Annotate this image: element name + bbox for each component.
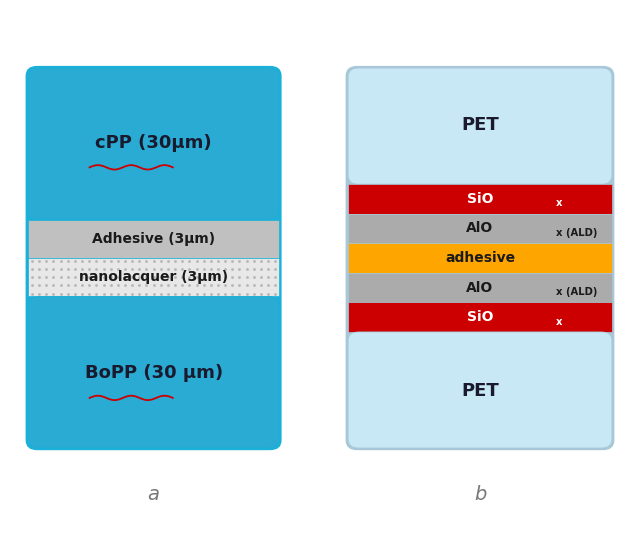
Text: Adhesive (3μm): Adhesive (3μm): [92, 232, 215, 246]
Bar: [28, 258, 279, 296]
Text: x (ALD): x (ALD): [556, 228, 598, 238]
FancyBboxPatch shape: [28, 68, 279, 220]
FancyBboxPatch shape: [28, 296, 279, 448]
Text: x: x: [556, 317, 563, 327]
Text: SiO: SiO: [467, 310, 493, 324]
Text: x (ALD): x (ALD): [556, 287, 598, 297]
FancyBboxPatch shape: [26, 66, 282, 450]
Text: cPP (30μm): cPP (30μm): [95, 134, 212, 152]
FancyBboxPatch shape: [348, 332, 612, 448]
Text: nanolacquer (3μm): nanolacquer (3μm): [79, 270, 228, 284]
Bar: [28, 220, 279, 258]
Text: PET: PET: [461, 382, 499, 400]
Bar: [348, 243, 612, 273]
FancyBboxPatch shape: [348, 68, 612, 184]
Text: BoPP (30 μm): BoPP (30 μm): [84, 365, 223, 382]
Text: b: b: [474, 485, 486, 503]
Text: PET: PET: [461, 116, 499, 134]
Text: a: a: [148, 485, 159, 503]
Text: AlO: AlO: [467, 281, 493, 295]
Bar: [348, 214, 612, 243]
Text: SiO: SiO: [467, 192, 493, 206]
FancyBboxPatch shape: [346, 66, 614, 450]
Bar: [348, 273, 612, 302]
Bar: [348, 302, 612, 332]
Text: adhesive: adhesive: [445, 251, 515, 265]
Text: x: x: [556, 198, 563, 208]
Bar: [348, 184, 612, 214]
Text: AlO: AlO: [467, 221, 493, 236]
